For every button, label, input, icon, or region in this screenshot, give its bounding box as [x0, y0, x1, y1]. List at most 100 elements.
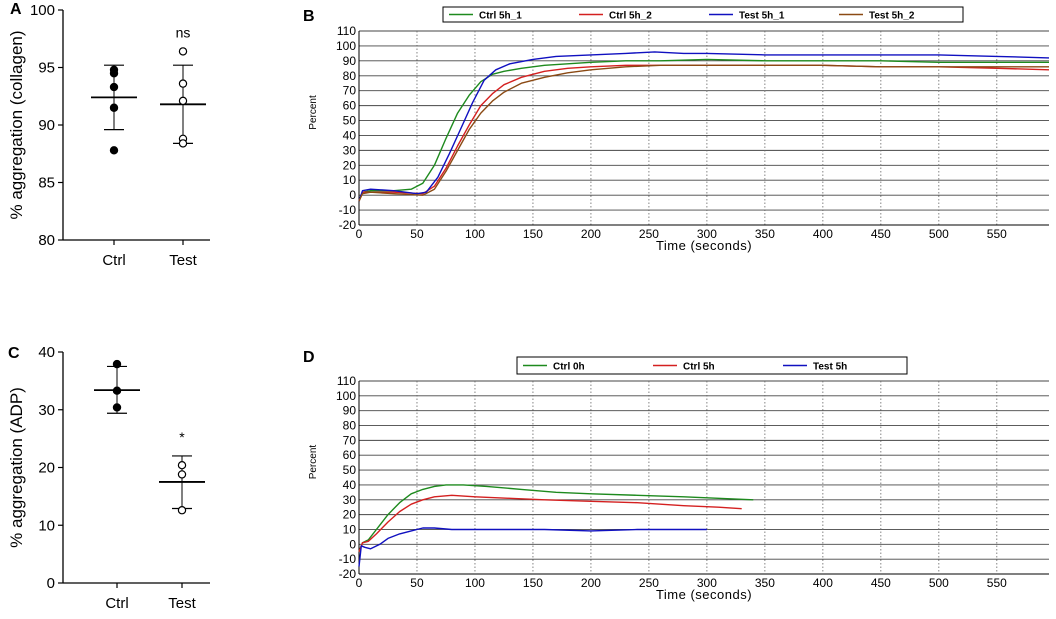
y-tick-label: 30 — [38, 402, 55, 419]
y-axis-label: % aggregation (collagen) — [7, 30, 26, 219]
y-tick-label: 0 — [47, 575, 55, 592]
x-tick-label: 150 — [523, 576, 543, 590]
panel-letter-c: C — [8, 345, 20, 362]
dot-plot-collagen: 80 85 90 95 100 Ctrl Test % aggregation (collag… — [7, 2, 210, 269]
series-line-ctrl-5h-1 — [358, 58, 1049, 202]
x-tick-label: 50 — [410, 227, 424, 241]
y-tick-label: 90 — [38, 117, 55, 134]
x-tick-label: 300 — [697, 576, 717, 590]
y-tick-label: 80 — [343, 419, 357, 433]
y-tick-label: 40 — [343, 128, 357, 142]
y-tick-label: 100 — [30, 2, 55, 19]
x-tick-label: 250 — [639, 576, 659, 590]
x-tick-label: 200 — [581, 227, 601, 241]
x-tick-label: 550 — [987, 576, 1007, 590]
data-point-filled — [109, 103, 119, 112]
data-point-open — [178, 139, 188, 148]
y-tick-label: 110 — [337, 24, 356, 38]
y-tick-label: 20 — [343, 158, 357, 172]
data-point-filled — [109, 82, 119, 92]
x-tick-label: Ctrl — [102, 252, 125, 269]
panel-letter-b: B — [303, 8, 315, 25]
series-line-test-5h-2 — [358, 64, 1049, 202]
y-tick-label: 50 — [343, 114, 357, 128]
x-tick-label: 0 — [356, 227, 363, 241]
y-tick-label: 40 — [343, 478, 357, 492]
data-point-filled — [109, 69, 119, 78]
y-tick-label: 60 — [343, 448, 357, 462]
legend-label: Ctrl 0h — [553, 362, 585, 373]
x-tick-label: 500 — [929, 227, 949, 241]
y-tick-label: 0 — [349, 537, 356, 551]
y-tick-label: 10 — [38, 517, 55, 534]
y-tick-label: -10 — [339, 203, 357, 217]
dot-plot-adp: 0 10 20 30 40 Ctrl Test % aggregation (ADP) * — [7, 344, 210, 612]
legend-label: Test 5h_1 — [739, 11, 785, 22]
legend-label: Ctrl 5h — [683, 362, 715, 373]
y-tick-label: 10 — [343, 173, 357, 187]
y-tick-label: 30 — [343, 143, 357, 157]
x-tick-label: 100 — [465, 227, 485, 241]
x-tick-label: 50 — [410, 576, 424, 590]
panel-letter-a: A — [10, 1, 22, 18]
y-tick-label: 70 — [343, 84, 357, 98]
y-tick-label: 90 — [343, 404, 357, 418]
legend-label: Test 5h_2 — [869, 11, 915, 22]
x-tick-label: 450 — [871, 576, 891, 590]
y-axis-label: Percent — [308, 95, 319, 130]
x-tick-label: 500 — [929, 576, 949, 590]
x-tick-label: Test — [169, 252, 197, 269]
x-tick-label: 350 — [755, 227, 775, 241]
y-tick-label: 60 — [343, 99, 357, 113]
y-tick-label: 85 — [38, 175, 55, 192]
legend-box — [516, 356, 908, 375]
y-tick-label: 100 — [336, 389, 356, 403]
series-line-ctrl-0h — [358, 484, 754, 552]
y-tick-label: 50 — [343, 463, 357, 477]
y-tick-label: -10 — [339, 552, 357, 566]
y-tick-label: 10 — [343, 522, 357, 536]
y-tick-label: 90 — [343, 54, 357, 68]
y-tick-label: 100 — [336, 39, 356, 53]
y-tick-label: 40 — [38, 344, 55, 361]
data-point-filled — [109, 146, 119, 155]
x-tick-label: 450 — [871, 227, 891, 241]
y-axis-label: % aggregation (ADP) — [7, 387, 26, 548]
x-tick-label: 400 — [813, 227, 833, 241]
series-line-ctrl-5h — [358, 494, 742, 552]
data-point-open — [177, 460, 187, 470]
data-point-open — [177, 506, 187, 515]
significance-label: ns — [176, 24, 191, 40]
legend-label: Ctrl 5h_1 — [479, 11, 522, 22]
data-point-open — [177, 470, 187, 479]
x-tick-label: 300 — [697, 227, 717, 241]
y-tick-label: 0 — [349, 188, 356, 202]
series-line-test-5h-1 — [358, 51, 1050, 202]
x-tick-label: 400 — [813, 576, 833, 590]
data-point-filled — [112, 359, 122, 369]
x-tick-label: 200 — [581, 576, 601, 590]
y-tick-label: 80 — [343, 69, 357, 83]
y-tick-label: 20 — [38, 460, 55, 477]
series-line-test-5h — [358, 527, 707, 567]
x-axis-label: Time (seconds) — [656, 587, 752, 602]
x-tick-label: 150 — [523, 227, 543, 241]
data-point-filled — [112, 403, 122, 412]
data-point-filled — [112, 386, 122, 395]
legend-box — [442, 6, 964, 23]
y-tick-label: 20 — [343, 508, 357, 522]
y-tick-label: 30 — [343, 493, 357, 507]
y-tick-label: 110 — [337, 374, 356, 388]
legend-label: Ctrl 5h_2 — [609, 11, 652, 22]
data-point-open — [178, 47, 188, 56]
y-axis-label: Percent — [308, 445, 319, 480]
panel-letter-d: D — [303, 349, 315, 366]
series-line-ctrl-5h-2 — [358, 64, 1050, 202]
y-tick-label: -20 — [339, 567, 357, 581]
x-tick-label: 250 — [639, 227, 659, 241]
data-point-open — [178, 79, 188, 88]
data-point-open — [178, 96, 188, 106]
